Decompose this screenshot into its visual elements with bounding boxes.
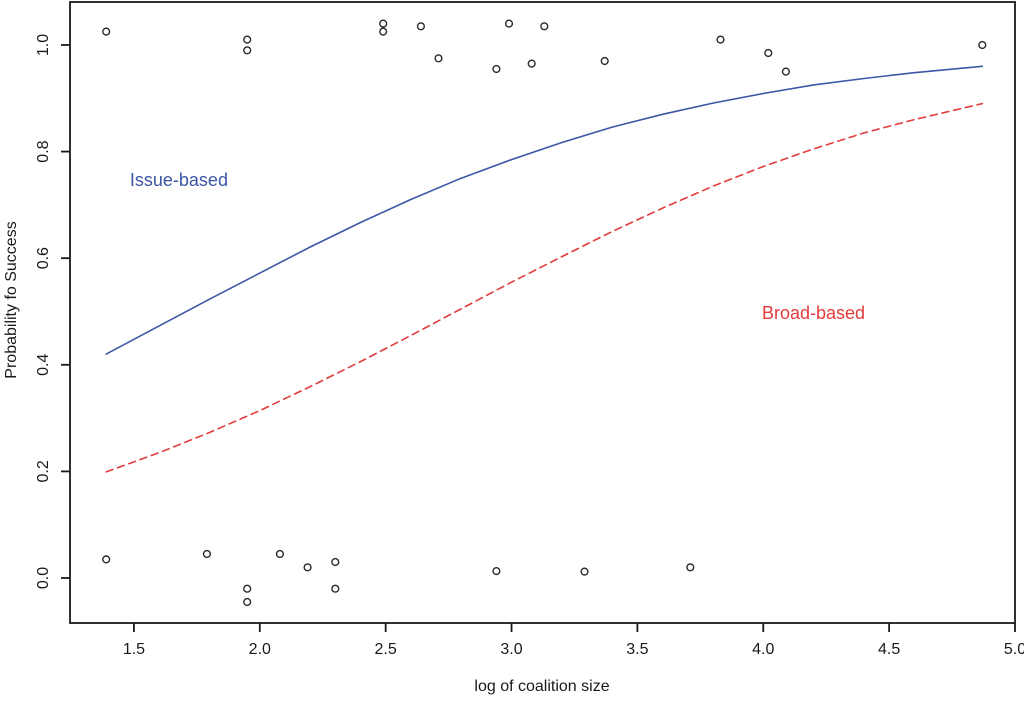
data-points-layer: [102, 19, 987, 607]
data-point-success: [434, 54, 443, 63]
y-axis-tick-label: 0.4: [35, 354, 52, 376]
x-axis-tick-label: 1.5: [123, 641, 145, 658]
data-point-success: [492, 64, 501, 74]
x-axis-tick-label: 3.0: [500, 641, 522, 658]
data-point-success: [978, 40, 987, 50]
y-axis-tick-label: 1.0: [35, 34, 52, 56]
data-point-success: [716, 35, 725, 44]
curve-labels-layer: Issue-based Broad-based: [130, 170, 865, 323]
x-axis-tick-label: 2.5: [375, 641, 397, 658]
x-axis-tick-label: 3.5: [626, 641, 648, 658]
data-point-failure: [102, 555, 111, 564]
data-point-failure: [303, 563, 312, 572]
data-point-success: [379, 19, 388, 28]
data-point-success: [527, 59, 536, 68]
data-point-failure: [202, 549, 212, 559]
data-point-failure: [331, 584, 340, 593]
data-point-failure: [243, 584, 252, 593]
data-point-success: [243, 35, 252, 44]
x-axis-tick-label: 4.5: [878, 641, 900, 658]
data-point-success: [243, 46, 252, 55]
x-axis-title: log of coalition size: [474, 678, 609, 695]
axis-ticks-layer: 1.5 2.0 2.5 3.0 3.5 4.0 4.5 5.0 0.0 0.2 0.4 0.6 0.8 1…: [35, 34, 1024, 658]
data-point-failure: [243, 597, 252, 607]
data-point-success: [504, 19, 514, 28]
curve-label-issue-based: Issue-based: [130, 170, 228, 190]
data-point-success: [540, 22, 549, 31]
curves-layer: [105, 65, 984, 473]
broad-based-curve: [105, 102, 984, 473]
x-axis-tick-label: 2.0: [249, 641, 271, 658]
data-point-success: [764, 48, 773, 58]
data-point-failure: [275, 549, 285, 559]
data-point-failure: [492, 566, 501, 576]
y-axis-tick-label: 0.0: [35, 567, 52, 589]
data-point-success: [600, 56, 609, 66]
x-axis-tick-label: 5.0: [1004, 641, 1024, 658]
x-axis-tick-label: 4.0: [752, 641, 774, 658]
y-axis-tick-label: 0.6: [35, 247, 52, 269]
y-axis-tick-label: 0.2: [35, 460, 52, 482]
issue-based-curve: [105, 65, 984, 355]
data-point-success: [781, 67, 791, 76]
data-point-success: [102, 27, 111, 36]
y-axis-tick-label: 0.8: [35, 140, 52, 162]
data-point-failure: [580, 567, 589, 576]
plot-border-box: [69, 1, 1016, 624]
y-axis-title: Probability fo Success: [3, 221, 20, 378]
data-point-success: [379, 27, 388, 36]
data-point-success: [416, 22, 426, 31]
data-point-failure: [331, 557, 340, 567]
data-point-failure: [686, 563, 695, 572]
curve-label-broad-based: Broad-based: [762, 303, 865, 323]
